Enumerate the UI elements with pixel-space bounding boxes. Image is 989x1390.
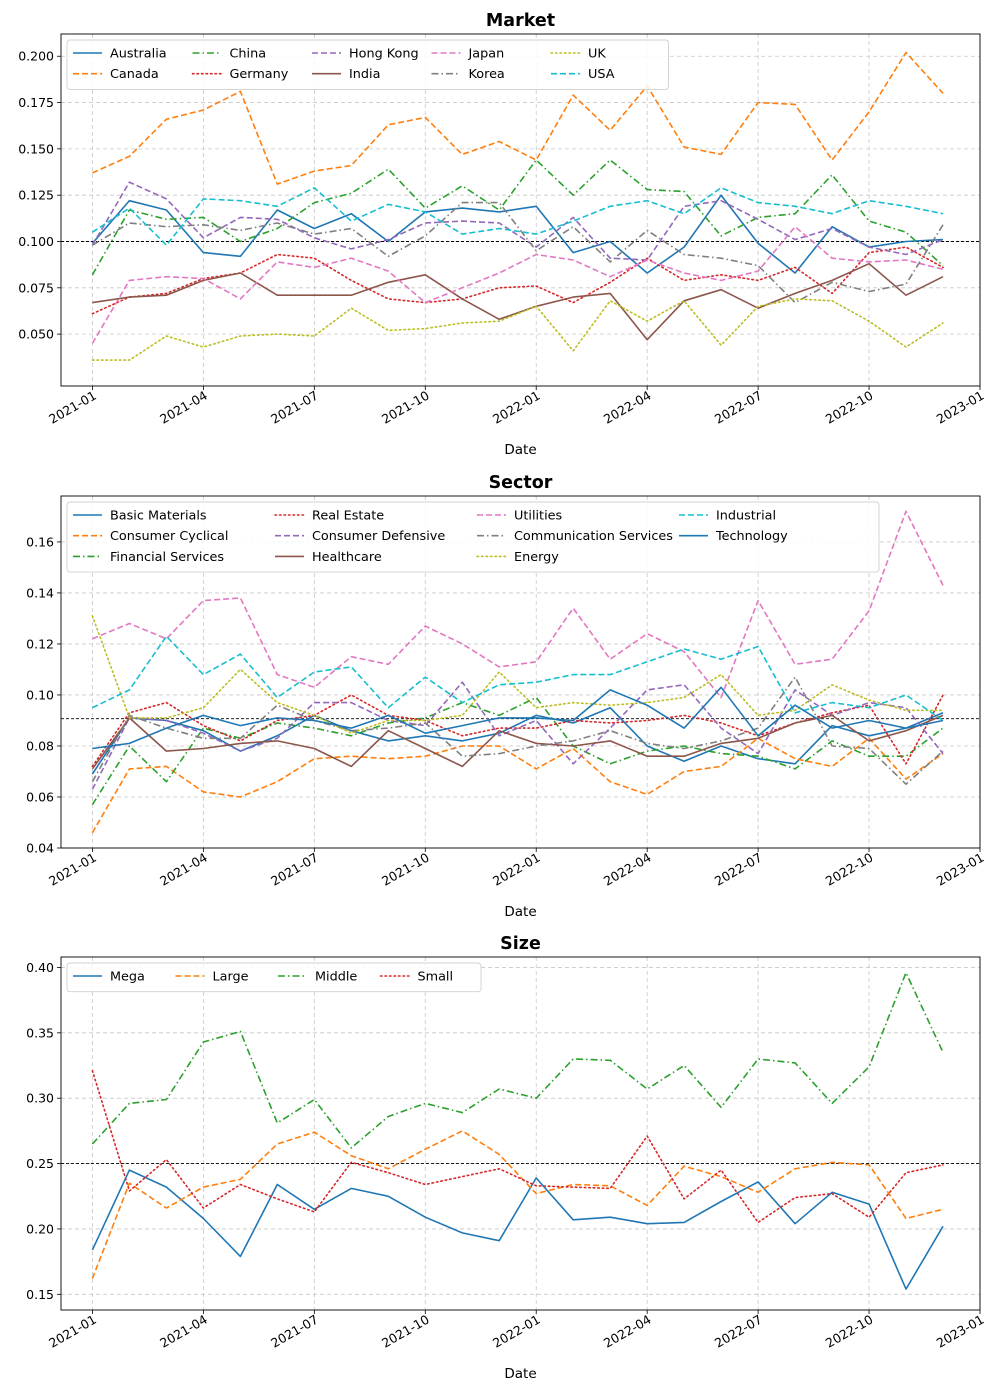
legend-label-large: Large <box>213 970 249 985</box>
legend-label-consumer-defensive: Consumer Defensive <box>312 529 445 544</box>
legend-label-energy: Energy <box>514 550 559 565</box>
series-line-technology <box>92 686 944 750</box>
series-line-utilities <box>92 510 944 699</box>
y-tick-label: 0.075 <box>18 280 54 295</box>
legend: Australia Canada China Germany Hong Kong Indi… <box>66 39 669 90</box>
series-line-japan <box>91 225 944 344</box>
y-tick-label: 0.04 <box>26 841 54 856</box>
legend-label-middle: Middle <box>315 970 357 985</box>
legend-label-japan: Japan <box>468 47 505 62</box>
series-line-small <box>91 1069 944 1224</box>
legend-frame <box>66 962 482 993</box>
plot-frame <box>60 956 981 1311</box>
legend-label-healthcare: Healthcare <box>312 550 382 565</box>
y-tick-label: 0.40 <box>26 960 54 975</box>
plot-frame <box>60 495 981 849</box>
y-tick-label: 0.125 <box>18 188 54 203</box>
x-axis-label: Date <box>504 442 536 458</box>
legend-label-australia: Australia <box>110 47 167 62</box>
legend-label-basic-materials: Basic Materials <box>110 509 207 524</box>
y-tick-label: 0.30 <box>26 1091 54 1106</box>
legend-label-small: Small <box>418 970 454 985</box>
legend-label-consumer-cyclical: Consumer Cyclical <box>110 529 228 544</box>
series-line-communication-services <box>91 676 944 786</box>
y-tick-label: 0.150 <box>18 141 54 156</box>
y-tick-label: 0.100 <box>18 234 54 249</box>
series-line-healthcare <box>91 714 944 770</box>
y-tick-label: 0.06 <box>26 789 54 804</box>
legend-label-uk: UK <box>588 47 606 62</box>
chart-title: Market <box>486 11 555 31</box>
series-line-middle <box>91 971 944 1149</box>
series-line-industrial <box>92 635 944 722</box>
y-tick-label: 0.12 <box>26 636 54 651</box>
legend-label-technology: Technology <box>715 529 788 544</box>
x-axis-label: Date <box>504 904 536 920</box>
series-line-consumer-defensive <box>91 681 944 790</box>
y-tick-label: 0.25 <box>26 1156 54 1171</box>
legend-label-korea: Korea <box>469 67 505 82</box>
chart-title: Size <box>500 934 541 954</box>
legend-label-india: India <box>349 67 380 82</box>
y-tick-label: 0.175 <box>18 95 54 110</box>
legend-label-hong-kong: Hong Kong <box>349 47 419 62</box>
x-axis-label: Date <box>504 1366 536 1382</box>
legend-label-real-estate: Real Estate <box>312 509 384 524</box>
legend-label-canada: Canada <box>110 67 159 82</box>
y-tick-label: 0.35 <box>26 1025 54 1040</box>
series-line-india <box>92 262 944 341</box>
plot-frame <box>60 33 981 387</box>
series-line-canada <box>92 51 944 185</box>
legend-label-financial-services: Financial Services <box>110 550 224 565</box>
series-group <box>91 971 944 1290</box>
legend-frame <box>66 501 880 573</box>
y-tick-label: 0.200 <box>18 49 54 64</box>
legend-label-usa: USA <box>588 67 615 82</box>
legend-label-germany: Germany <box>230 67 289 82</box>
series-line-uk <box>91 298 944 361</box>
y-tick-label: 0.050 <box>18 327 54 342</box>
legend-label-utilities: Utilities <box>514 509 562 524</box>
series-line-australia <box>91 194 944 274</box>
legend-label-industrial: Industrial <box>716 509 776 524</box>
series-line-energy <box>91 615 944 735</box>
legend-label-china: China <box>230 47 267 62</box>
y-tick-label: 0.14 <box>26 585 54 600</box>
series-line-hong-kong <box>91 181 944 261</box>
legend: Basic Materials Consumer Cyclical Financia… <box>66 501 880 573</box>
legend-label-communication-services: Communication Services <box>514 529 673 544</box>
y-tick-label: 0.08 <box>26 738 54 753</box>
y-tick-label: 0.20 <box>26 1221 54 1236</box>
y-tick-label: 0.16 <box>26 534 54 549</box>
series-line-consumer-cyclical <box>91 737 944 834</box>
series-line-mega <box>91 1169 944 1290</box>
series-line-usa <box>91 187 944 246</box>
sector-chart: Sector0.040.060.080.100.120.140.162021-0… <box>26 473 986 920</box>
y-tick-label: 0.10 <box>26 687 54 702</box>
series-group <box>91 510 944 834</box>
chart-title: Sector <box>489 473 553 493</box>
series-line-financial-services <box>91 696 944 806</box>
series-group <box>91 51 944 361</box>
y-tick-label: 0.15 <box>26 1287 54 1302</box>
legend-label-mega: Mega <box>110 970 145 985</box>
legend: Mega Large Middle Small <box>66 962 482 993</box>
series-line-large <box>91 1130 944 1279</box>
